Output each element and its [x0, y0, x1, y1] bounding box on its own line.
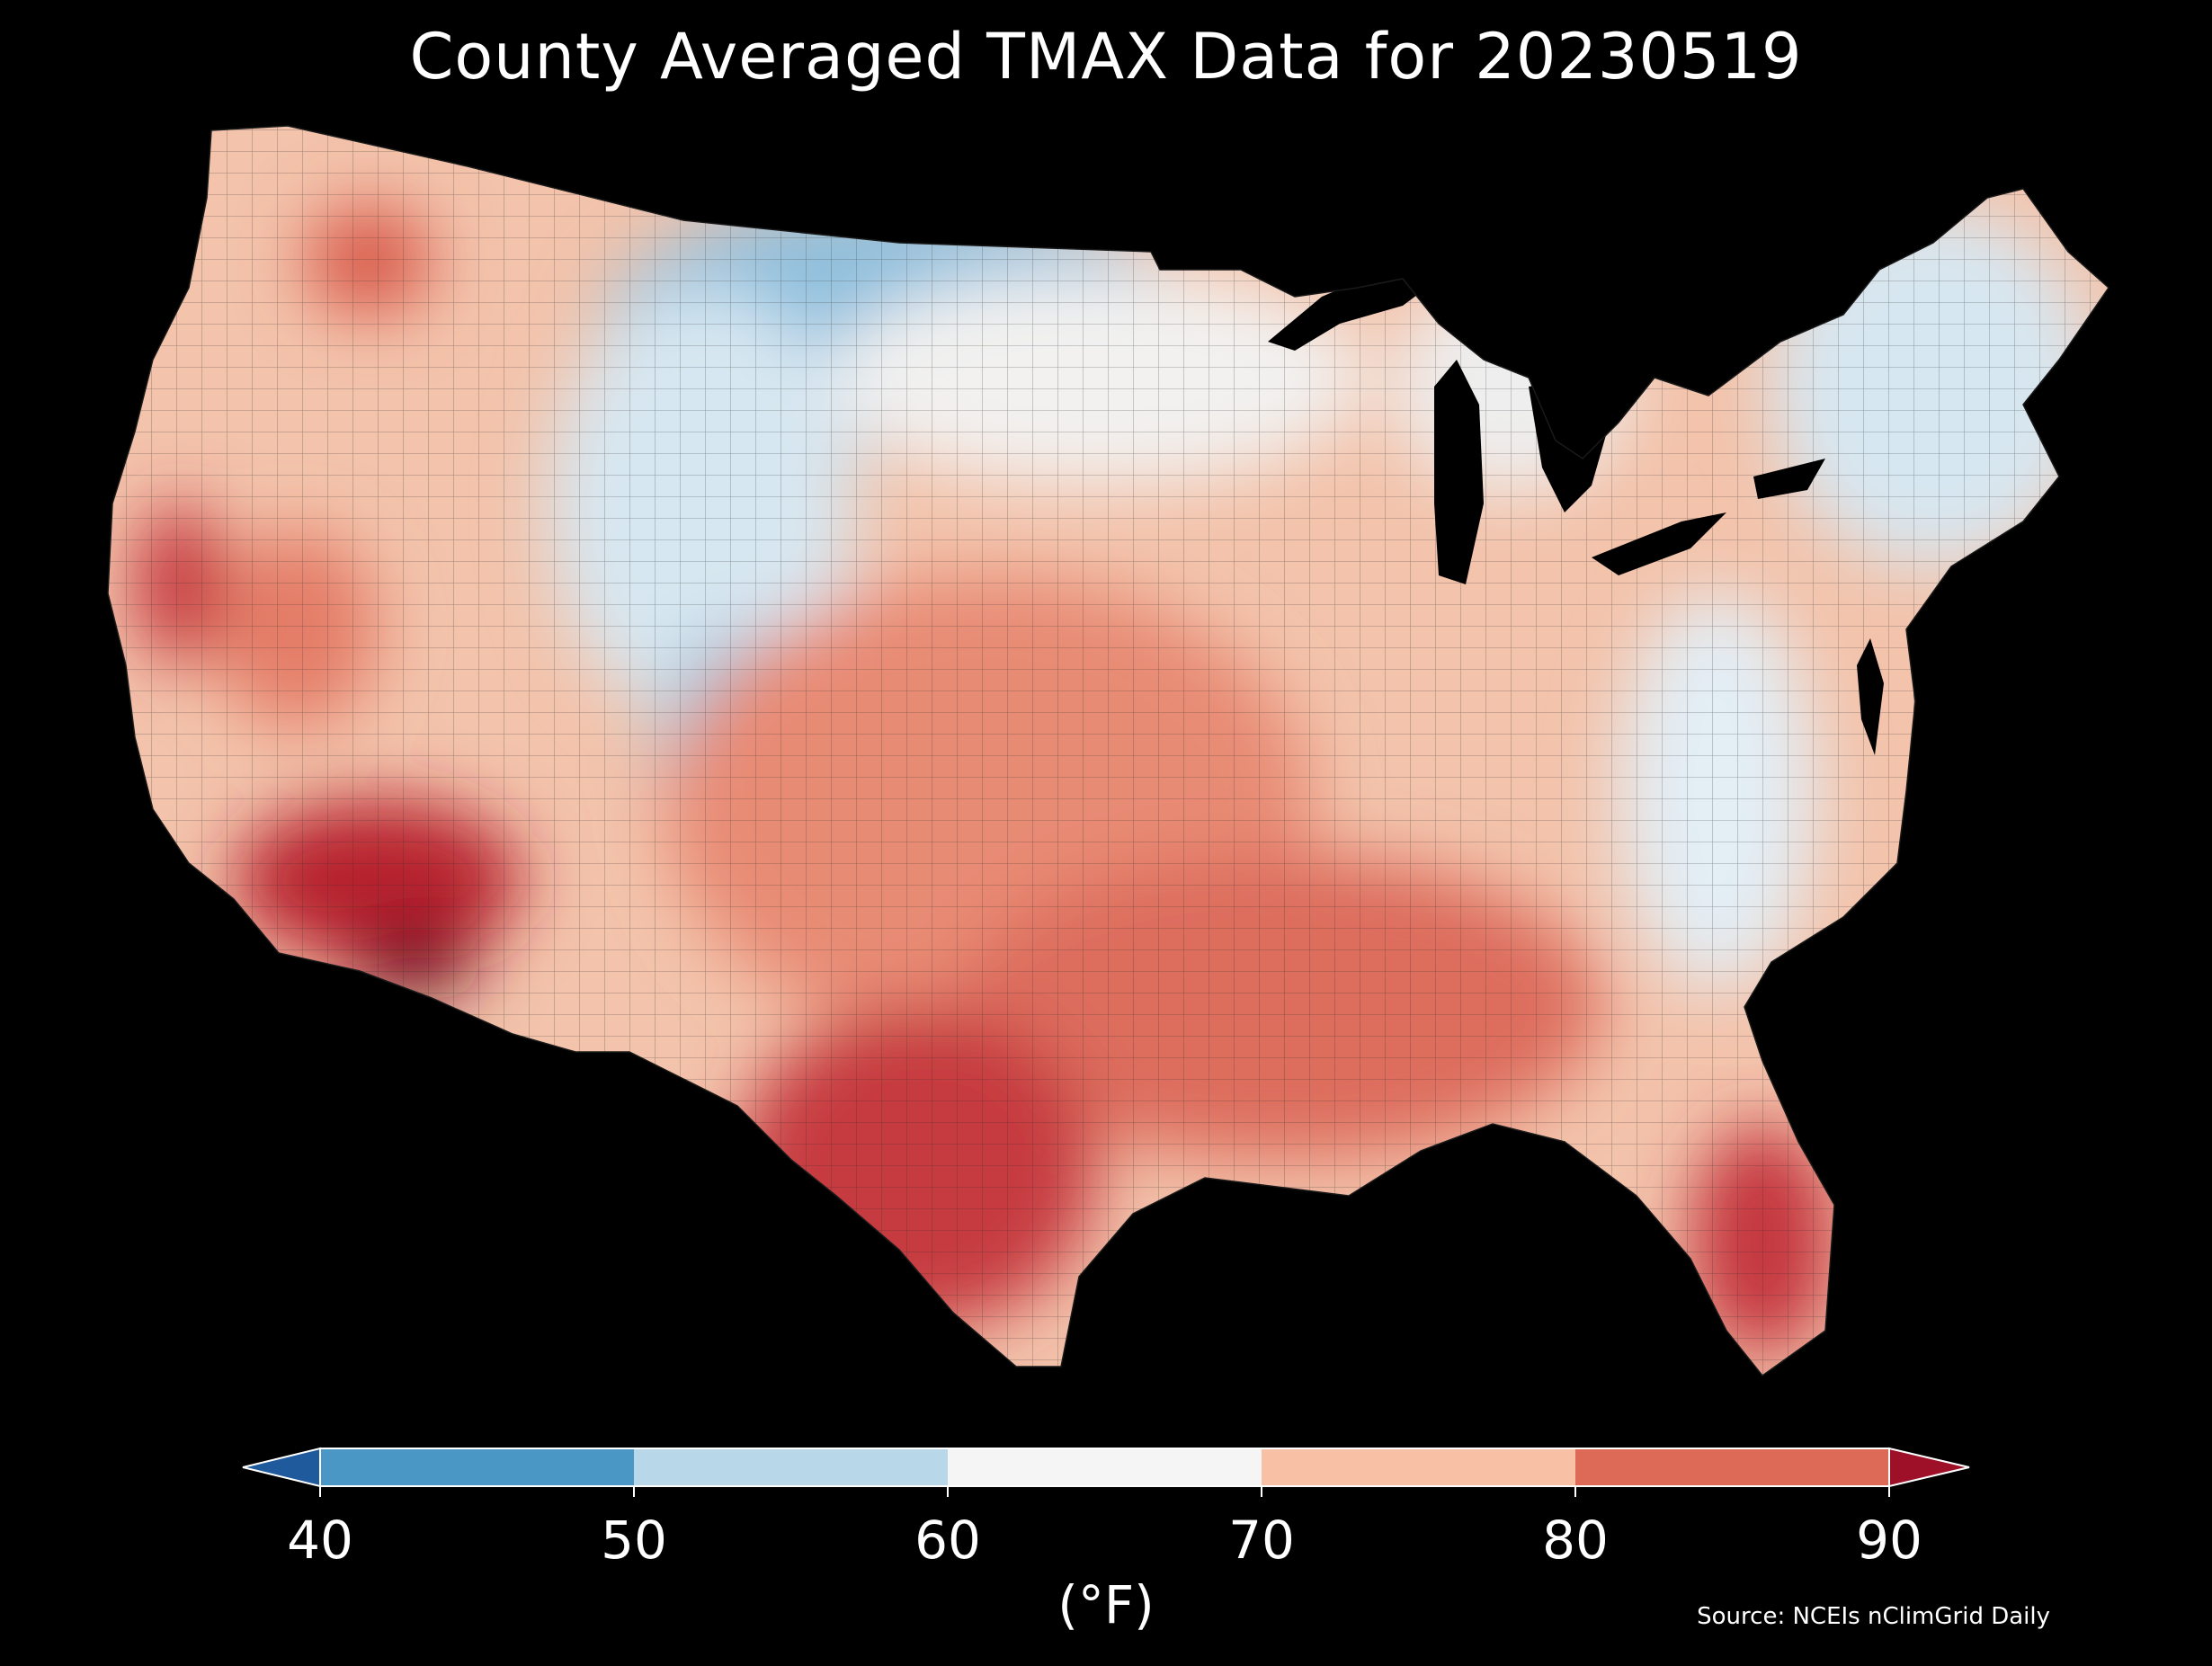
colorbar — [242, 1447, 1970, 1497]
source-note: Source: NCEIs nClimGrid Daily — [1697, 1603, 2050, 1630]
lake-michigan — [1434, 360, 1484, 584]
colorbar-over-arrow — [1888, 1447, 1970, 1488]
map-body — [108, 126, 2109, 1376]
lake-superior — [1268, 270, 1439, 351]
map-title: County Averaged TMAX Data for 20230519 — [409, 20, 1803, 94]
colorbar-unit-label: (°F) — [1057, 1574, 1155, 1635]
colorbar-bin — [320, 1448, 634, 1486]
colorbar-tick-label: 80 — [1542, 1510, 1609, 1571]
colorbar-tick-label: 60 — [914, 1510, 981, 1571]
colorbar-tick-label: 50 — [601, 1510, 667, 1571]
usa-outline — [107, 125, 2109, 1377]
lake-huron — [1529, 378, 1610, 512]
county-boundaries — [108, 126, 2109, 1376]
colorbar-frame — [319, 1448, 1890, 1487]
colorbar-under-arrow — [242, 1447, 321, 1488]
colorbar-bin — [948, 1448, 1262, 1486]
colorbar-tick-label: 70 — [1228, 1510, 1295, 1571]
chesapeake-bay — [1857, 638, 1884, 755]
colorbar-bin — [1575, 1448, 1889, 1486]
colorbar-tick-label: 90 — [1856, 1510, 1922, 1571]
colorbar-bin — [1262, 1448, 1575, 1486]
lake-erie — [1592, 512, 1726, 575]
colorbar-bin — [634, 1448, 948, 1486]
colorbar-tick-label: 40 — [287, 1510, 353, 1571]
lake-ontario — [1753, 459, 1825, 499]
